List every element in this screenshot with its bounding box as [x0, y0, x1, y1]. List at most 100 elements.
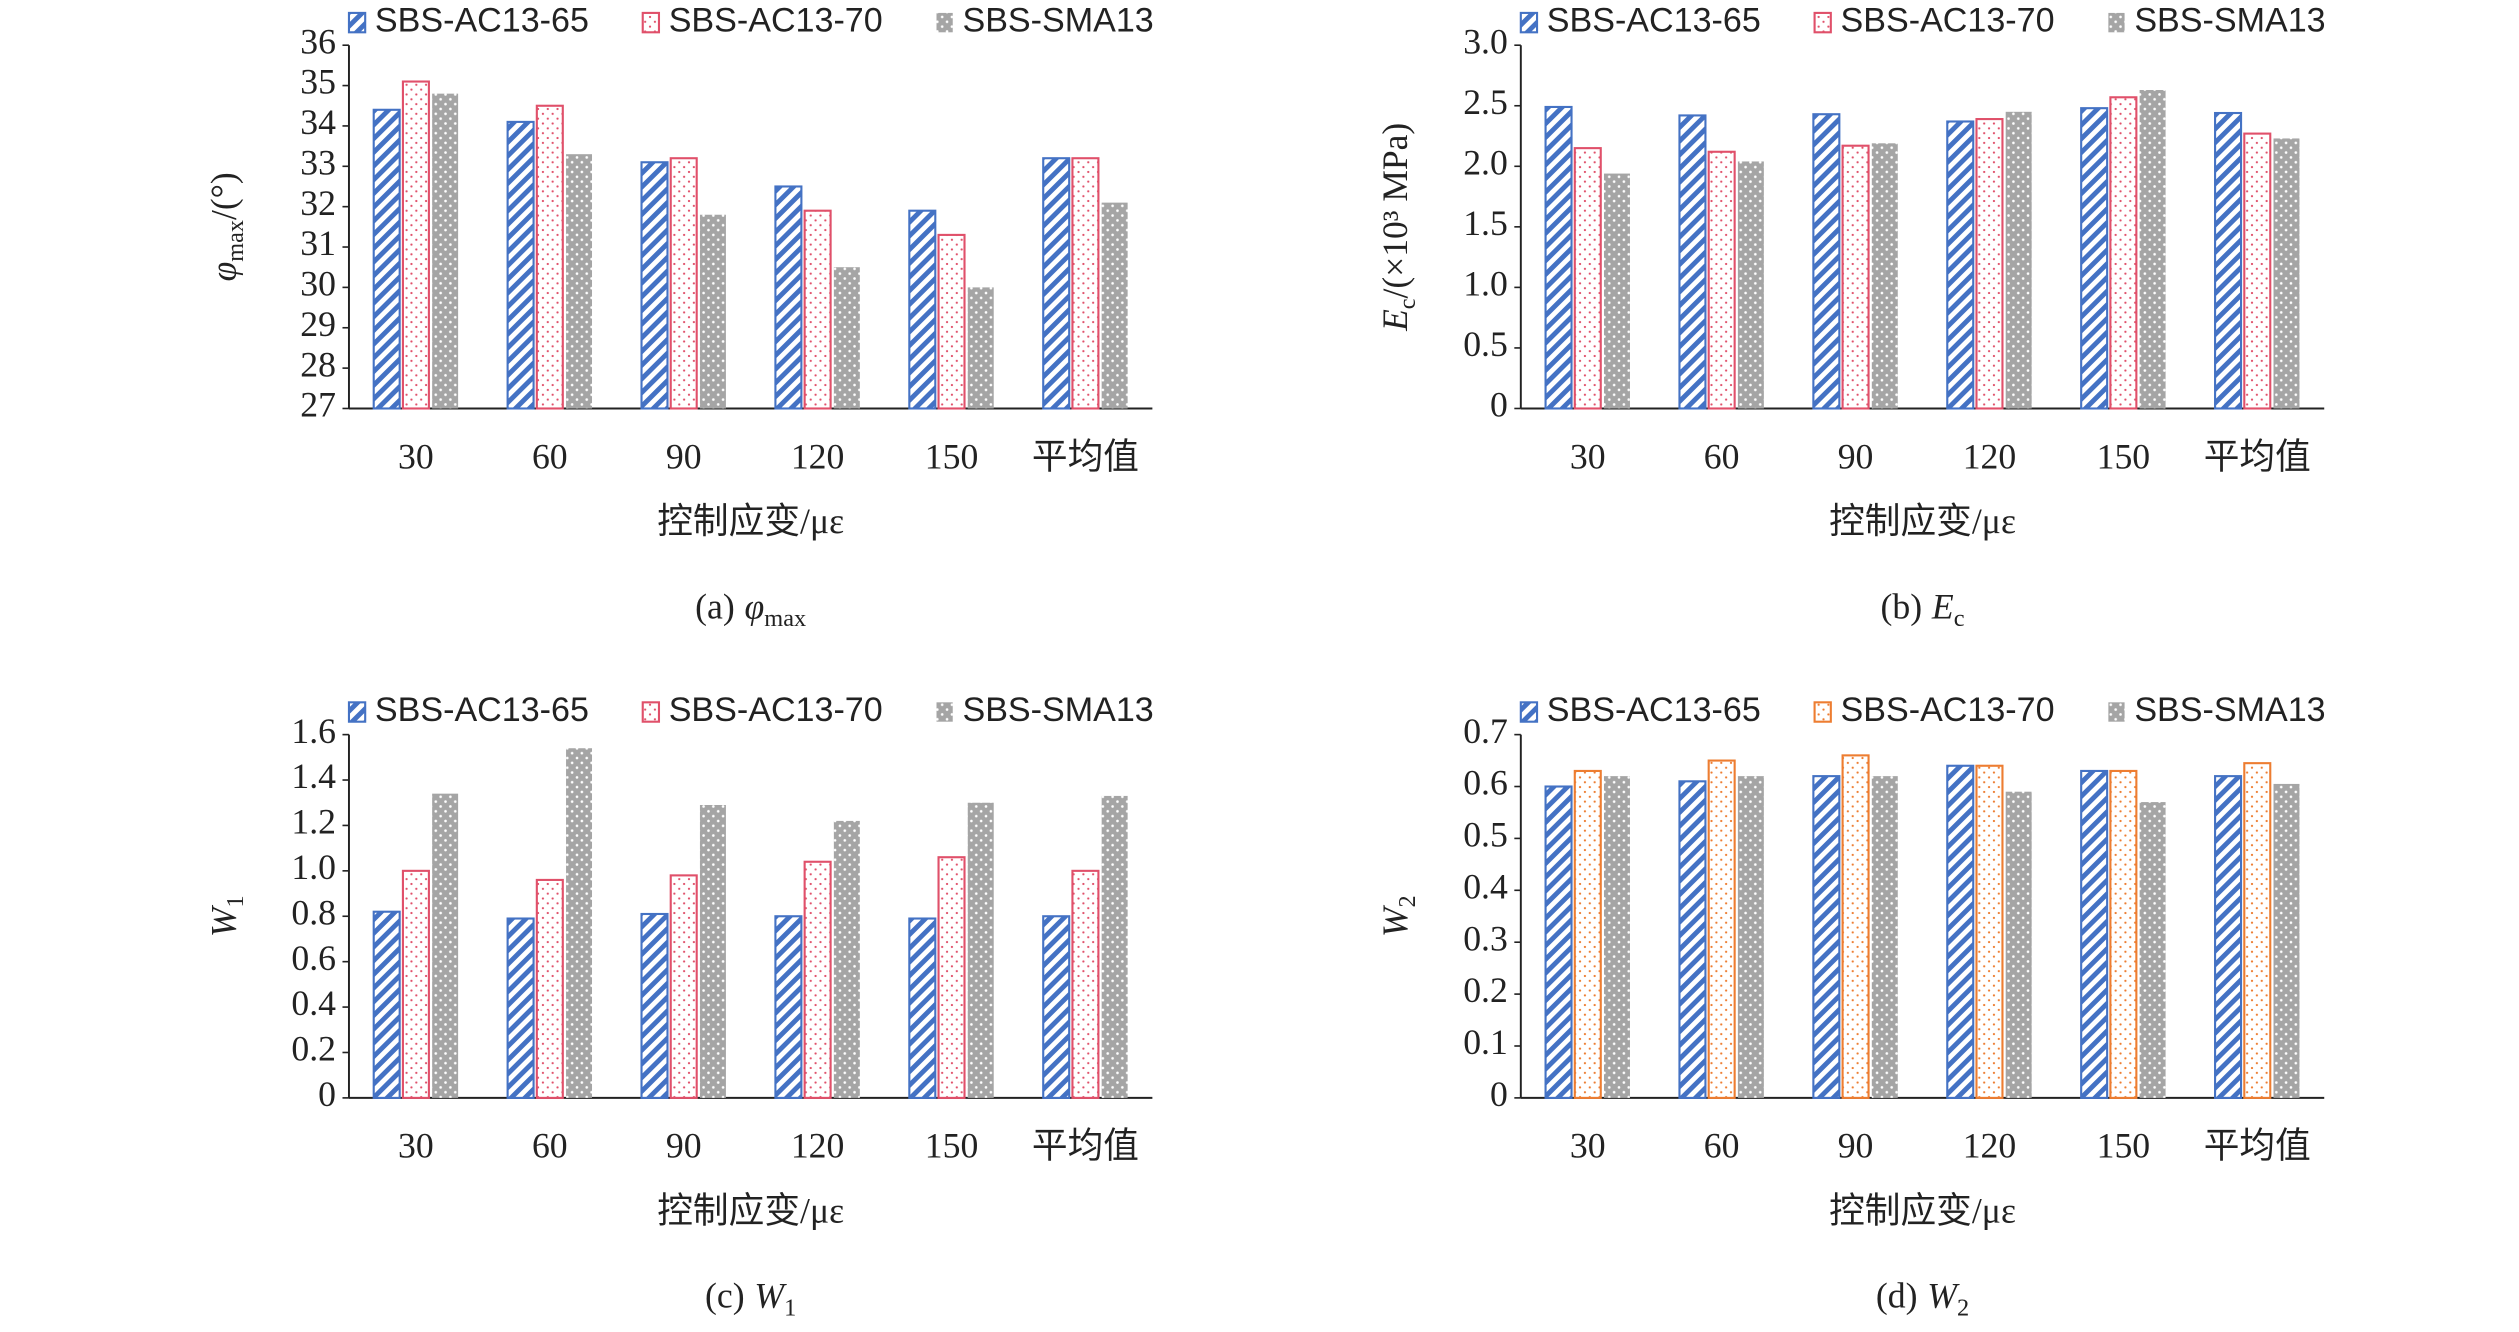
x-tick-label: 60 [532, 436, 568, 476]
legend-label: SBS-SMA13 [2134, 2, 2325, 40]
y-axis-title: Ec/(×10³ MPa) [1375, 123, 1420, 332]
bar [2214, 775, 2243, 1099]
x-tick-label: 平均值 [1032, 1126, 1139, 1166]
caption: (b) Ec [1881, 587, 1965, 632]
y-tick-label: 0.3 [1463, 918, 1508, 958]
legend-swatch [936, 12, 953, 33]
legend-swatch [1519, 11, 1539, 34]
bar [774, 915, 803, 1099]
y-tick-label: 0.2 [1463, 970, 1508, 1010]
bar [967, 287, 994, 409]
bar [1603, 173, 1630, 409]
y-tick-label: 0.5 [1463, 324, 1508, 364]
caption: (d) W2 [1876, 1276, 1969, 1321]
y-tick-label: 32 [300, 183, 336, 223]
bar [699, 214, 726, 409]
x-tick-label: 60 [1704, 436, 1740, 476]
y-tick-label: 1.0 [291, 847, 336, 887]
symbol: W [1927, 1276, 1960, 1316]
y-tick-label: 1.6 [291, 711, 336, 751]
caption-prefix: (c) [705, 1276, 745, 1316]
x-tick-label: 30 [398, 1126, 434, 1166]
legend-swatch [2108, 702, 2125, 722]
y-tick-label: 2.5 [1463, 82, 1508, 122]
bar [1544, 105, 1573, 410]
x-tick-label: 90 [1838, 436, 1874, 476]
caption-prefix: (b) [1881, 587, 1923, 627]
bar [1946, 764, 1975, 1099]
bar [535, 878, 564, 1099]
y-tick-label: 1.2 [291, 802, 336, 842]
bar [2243, 132, 2272, 410]
bar [1573, 769, 1602, 1099]
y-axis-title: W2 [1375, 895, 1420, 937]
bar [640, 912, 669, 1099]
bar [506, 917, 535, 1099]
bar [2080, 107, 2109, 410]
subscript: 1 [784, 1294, 796, 1321]
x-tick-label: 平均值 [2204, 436, 2311, 476]
bar [2109, 769, 2138, 1099]
unit: /(×10³ MPa) [1375, 123, 1415, 299]
x-tick-label: 150 [2097, 436, 2151, 476]
bar [1042, 915, 1071, 1099]
x-tick-label: 150 [925, 436, 979, 476]
x-axis-title: 控制应变/με [657, 1190, 844, 1230]
legend-label: SBS-AC13-65 [1547, 2, 1761, 40]
x-tick-label: 90 [666, 1126, 702, 1166]
bar [1101, 202, 1128, 409]
y-tick-label: 28 [300, 344, 336, 384]
bar [1603, 776, 1630, 1098]
bar [669, 157, 698, 410]
legend-swatch [1519, 701, 1539, 723]
bar [1812, 113, 1841, 410]
y-tick-label: 1.5 [1463, 203, 1508, 243]
legend-swatch [347, 11, 367, 34]
y-tick-label: 0.4 [291, 983, 336, 1023]
y-tick-label: 30 [300, 264, 336, 304]
y-tick-label: 0 [1490, 1074, 1508, 1114]
bar [2243, 762, 2272, 1099]
caption-prefix: (a) [695, 587, 735, 627]
bar [967, 802, 994, 1098]
bar [2273, 138, 2300, 409]
y-tick-label: 35 [300, 62, 336, 102]
y-tick-label: 36 [300, 21, 336, 61]
x-axis-title: 控制应变/με [657, 501, 844, 541]
y-tick-label: 33 [300, 143, 336, 183]
x-tick-label: 平均值 [1032, 436, 1139, 476]
bar [1101, 795, 1128, 1098]
bar [1707, 759, 1736, 1099]
bar [432, 793, 459, 1098]
subscript: c [1954, 605, 1965, 632]
bar [506, 120, 535, 410]
legend-label: SBS-SMA13 [962, 2, 1153, 40]
legend-label: SBS-SMA13 [962, 691, 1153, 729]
bar [937, 856, 966, 1099]
bar [640, 161, 669, 410]
bar [1871, 776, 1898, 1098]
y-tick-label: 0 [318, 1074, 336, 1114]
x-tick-label: 150 [925, 1126, 979, 1166]
bar [372, 910, 401, 1099]
legend-swatch [641, 11, 661, 34]
x-tick-label: 30 [1570, 1126, 1606, 1166]
symbol: E [1931, 587, 1954, 627]
y-axis-title: W1 [203, 895, 248, 937]
bar [1071, 157, 1100, 410]
bar [908, 917, 937, 1099]
y-tick-label: 3.0 [1463, 21, 1508, 61]
y-tick-label: 0.8 [291, 892, 336, 932]
x-tick-label: 90 [666, 436, 702, 476]
bar [1678, 114, 1707, 410]
bar [2005, 791, 2032, 1098]
bar [1573, 147, 1602, 410]
x-tick-label: 120 [791, 436, 845, 476]
legend-swatch [641, 701, 661, 723]
legend-label: SBS-SMA13 [2134, 691, 2325, 729]
x-tick-label: 150 [2097, 1126, 2151, 1166]
bar [566, 154, 593, 409]
y-tick-label: 0.6 [1463, 763, 1508, 803]
y-tick-label: 34 [300, 102, 336, 142]
subscript: 2 [1393, 895, 1420, 907]
